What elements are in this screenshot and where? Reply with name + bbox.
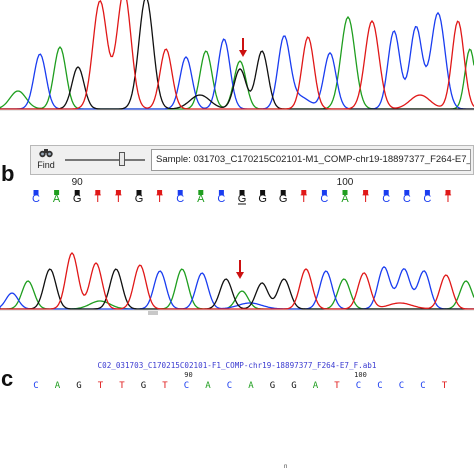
quality-marker <box>33 190 39 195</box>
quality-marker <box>260 190 266 195</box>
base-call: T <box>334 381 340 391</box>
quality-marker <box>74 190 80 195</box>
base-call: C <box>423 193 431 205</box>
base-call: C <box>377 381 382 391</box>
find-button[interactable]: Find <box>33 147 59 173</box>
base-call: A <box>197 193 205 205</box>
chromatogram-panel-b <box>0 252 474 311</box>
base-call: C <box>399 381 404 391</box>
base-call: T <box>445 193 452 205</box>
quality-marker <box>95 190 101 195</box>
trace-filename: C02_031703_C170215C02101-F1_COMP-chr19-1… <box>97 361 377 370</box>
base-call: C <box>320 193 328 205</box>
viewer-toolbar: Find Sample: 031703_C170215C02101-M1_COM… <box>30 145 474 175</box>
base-call: G <box>279 193 288 205</box>
base-call: T <box>362 193 369 205</box>
base-call: A <box>248 381 254 391</box>
quality-marker <box>321 190 327 195</box>
panel-a-trace-A <box>0 15 474 110</box>
binoculars-icon <box>39 149 53 158</box>
base-call: G <box>270 381 275 391</box>
panel-a-trace-G <box>0 0 474 110</box>
base-call: C <box>217 193 225 205</box>
quality-marker <box>177 190 183 195</box>
quality-marker <box>301 190 307 195</box>
panel-b-trace-G <box>0 268 474 310</box>
base-call: C <box>32 193 40 205</box>
base-call: T <box>98 381 104 391</box>
quality-marker <box>363 190 369 195</box>
quality-marker <box>136 190 142 195</box>
zoom-slider-track[interactable] <box>65 159 145 161</box>
horizontal-scroll-thumb[interactable] <box>148 311 158 315</box>
base-call: G <box>73 193 82 205</box>
quality-marker <box>280 190 286 195</box>
base-call: T <box>156 193 163 205</box>
base-call: A <box>205 381 211 391</box>
base-call: C <box>356 381 361 391</box>
quality-marker <box>445 190 451 195</box>
base-call: A <box>55 381 61 391</box>
base-call: T <box>162 381 168 391</box>
base-call: A <box>341 193 349 205</box>
base-call: T <box>119 381 125 391</box>
base-calls-panel-b: C A G T T G T C A C G G G T C A T C C C T90 100 <box>32 177 452 205</box>
panel-a-trace-T <box>0 0 474 110</box>
quality-marker <box>383 190 389 195</box>
base-call: C <box>33 381 38 391</box>
quality-marker <box>342 190 348 195</box>
stray-mark: n <box>284 464 288 470</box>
quality-marker <box>115 190 121 195</box>
base-call: G <box>76 381 81 391</box>
base-call: T <box>300 193 307 205</box>
base-call: C <box>420 381 425 391</box>
quality-marker <box>218 190 224 195</box>
panel-a-trace-C <box>0 11 474 110</box>
base-call: G <box>141 381 146 391</box>
base-call: A <box>53 193 61 205</box>
panel-b-mutation-arrow <box>236 260 244 279</box>
position-number: 100 <box>354 371 367 379</box>
quality-marker <box>54 190 60 195</box>
zoom-slider-thumb[interactable] <box>119 152 125 166</box>
position-number: 100 <box>337 177 354 188</box>
base-call: C <box>382 193 390 205</box>
panel-b-trace-T <box>0 252 474 310</box>
base-call: G <box>258 193 267 205</box>
quality-marker <box>198 190 204 195</box>
panel-a-mutation-arrow <box>239 38 247 57</box>
position-number: 90 <box>184 371 192 379</box>
chromatogram-top-panel <box>0 0 474 111</box>
base-call: T <box>94 193 101 205</box>
base-call: C <box>176 193 184 205</box>
find-label: Find <box>37 160 55 170</box>
base-call: C <box>403 193 411 205</box>
panel-label-b: b <box>1 161 15 186</box>
panel-label-c: c <box>1 366 14 391</box>
quality-marker <box>424 190 430 195</box>
base-call: C <box>227 381 232 391</box>
base-call: T <box>115 193 122 205</box>
base-calls-panel-c: C A G T T G T C A C A G G A T C C C C T 90 100 <box>33 371 448 391</box>
base-call: G <box>291 381 296 391</box>
base-call: A <box>313 381 319 391</box>
base-call: G <box>238 193 247 205</box>
quality-marker <box>157 190 163 195</box>
sample-name-field: Sample: 031703_C170215C02101-M1_COMP-chr… <box>151 149 471 171</box>
quality-marker <box>404 190 410 195</box>
position-number: 90 <box>72 177 84 188</box>
base-call: C <box>184 381 189 391</box>
base-call: T <box>442 381 448 391</box>
base-call: G <box>135 193 144 205</box>
quality-marker <box>239 190 245 195</box>
